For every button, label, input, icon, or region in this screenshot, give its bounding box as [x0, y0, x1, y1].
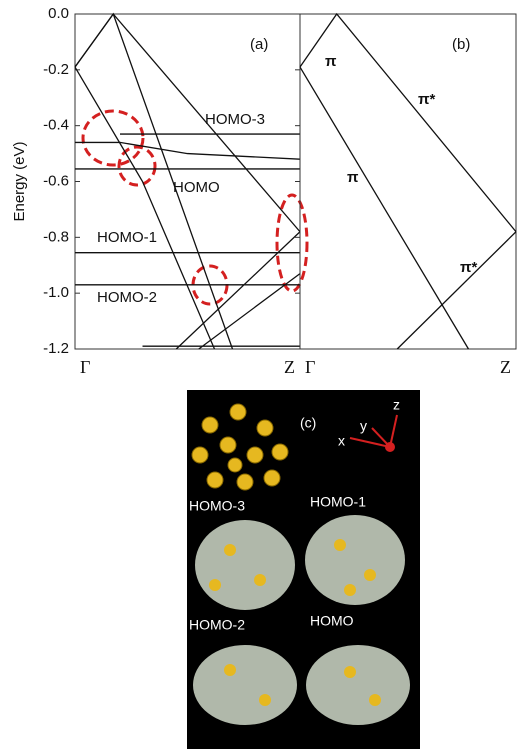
- highlight: [83, 111, 143, 165]
- axis-name: y: [360, 418, 367, 434]
- y-tick-label: -0.4: [43, 117, 69, 134]
- orbital-label: HOMO-2: [189, 617, 245, 633]
- annotation: HOMO-3: [205, 111, 265, 128]
- orbital-panel: (c) HOMO-3 HOMO-1 HOMO-2 HOMO x y z: [187, 390, 420, 749]
- x-tick-label: Z: [500, 357, 511, 377]
- annotation: HOMO-2: [97, 289, 157, 306]
- band-line: [397, 232, 516, 349]
- x-tick-label: Γ: [305, 357, 315, 377]
- y-tick-label: -1.2: [43, 340, 69, 357]
- band-line: [300, 14, 516, 232]
- y-tick-label: -0.6: [43, 172, 69, 189]
- orbital-label: HOMO-3: [189, 498, 245, 514]
- figure: (c) HOMO-3 HOMO-1 HOMO-2 HOMO x y z 0.0 -…: [0, 0, 518, 749]
- band-line: [75, 67, 215, 349]
- y-axis-label: Energy (eV): [11, 141, 28, 221]
- axis-name: x: [338, 433, 345, 449]
- x-tick-label: Γ: [80, 357, 90, 377]
- orbital-label: HOMO-1: [310, 494, 366, 510]
- y-tick-label: -1.0: [43, 284, 69, 301]
- panel-label: (c): [300, 415, 316, 431]
- panel-label: (a): [250, 36, 268, 53]
- annotation: π*: [460, 259, 477, 276]
- annotation: π: [325, 53, 337, 70]
- y-tick-label: -0.2: [43, 61, 69, 78]
- annotation: π*: [418, 91, 435, 108]
- orbital-label: HOMO: [310, 613, 354, 629]
- annotation: HOMO-1: [97, 229, 157, 246]
- annotation: π: [347, 169, 359, 186]
- y-tick-label: 0.0: [48, 5, 69, 22]
- axis-name: z: [393, 397, 400, 413]
- panel-label: (b): [452, 36, 470, 53]
- highlights: [83, 111, 307, 304]
- x-tick-label: Z: [284, 357, 295, 377]
- band-line: [75, 142, 300, 159]
- y-tick-label: -0.8: [43, 228, 69, 245]
- band-line: [300, 67, 468, 349]
- annotation: HOMO: [173, 179, 220, 196]
